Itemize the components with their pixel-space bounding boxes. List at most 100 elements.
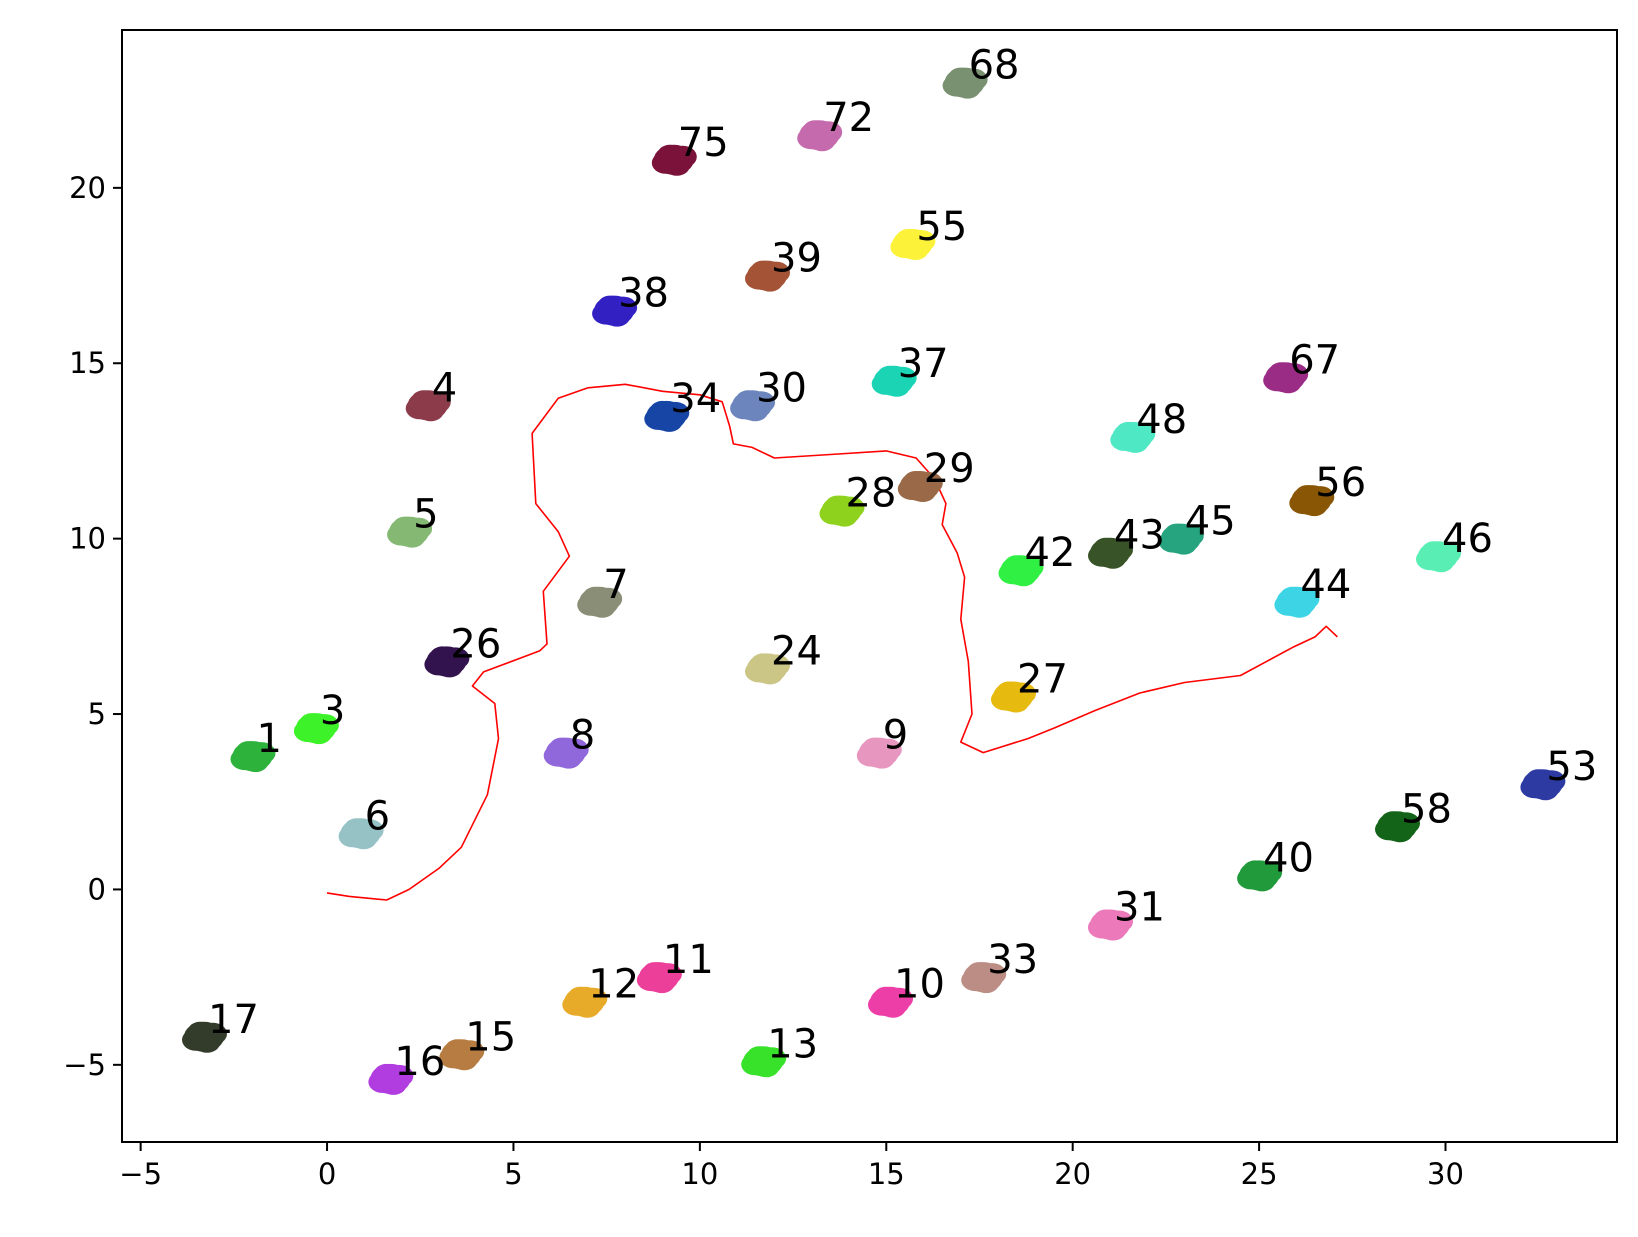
- cluster-33: [961, 962, 1007, 994]
- x-axis: −5 0 5 10 15 20 25 30: [119, 1142, 1464, 1191]
- cluster-6: [338, 818, 384, 850]
- cluster-40: [1237, 860, 1283, 892]
- cluster-label: 43: [1114, 513, 1165, 559]
- cluster-75: [651, 144, 697, 176]
- cluster-point: [1116, 421, 1141, 440]
- cluster-point: [650, 400, 675, 419]
- cluster-label: 40: [1263, 835, 1314, 881]
- cluster-point: [393, 516, 418, 535]
- cluster-point: [188, 1021, 212, 1040]
- y-axis: −5 0 5 10 15 20: [63, 171, 122, 1082]
- cluster-label: 42: [1025, 530, 1076, 576]
- cluster-point: [1381, 811, 1405, 830]
- cluster-27: [991, 681, 1036, 713]
- cluster-26: [424, 646, 470, 678]
- cluster-label: 12: [588, 962, 639, 1008]
- cluster-37: [871, 365, 917, 397]
- cluster-label: 30: [756, 365, 807, 411]
- cluster-1: [230, 741, 276, 773]
- cluster-point: [374, 1063, 399, 1082]
- cluster-point: [877, 365, 902, 384]
- x-tick-label: 20: [1054, 1157, 1091, 1191]
- cluster-point: [747, 1046, 772, 1065]
- cluster-point: [751, 260, 775, 279]
- cluster-label: 24: [771, 628, 822, 674]
- cluster-24: [745, 653, 790, 685]
- cluster-point: [642, 962, 667, 981]
- cluster-point: [1526, 769, 1551, 788]
- cluster-point: [825, 495, 850, 514]
- cluster-label: 29: [924, 446, 975, 492]
- cluster-9: [856, 737, 902, 769]
- cluster-72: [797, 120, 843, 152]
- cluster-4: [405, 390, 451, 422]
- x-tick-label: 25: [1241, 1157, 1278, 1191]
- cluster-point: [657, 144, 682, 163]
- cluster-label: 34: [670, 376, 721, 422]
- y-tick-label: 5: [88, 697, 106, 731]
- y-tick-label: 0: [88, 872, 106, 906]
- cluster-5: [387, 516, 433, 548]
- cluster-point: [862, 737, 887, 756]
- cluster-point: [874, 986, 898, 1005]
- cluster-55: [890, 229, 936, 260]
- cluster-label: 16: [394, 1039, 445, 1085]
- cluster-point: [948, 67, 973, 86]
- cluster-17: [182, 1021, 227, 1053]
- x-tick-label: 0: [318, 1157, 336, 1191]
- cluster-label: 46: [1442, 516, 1493, 562]
- cluster-point: [1280, 586, 1305, 605]
- cluster-label: 11: [663, 937, 714, 983]
- cluster-label: 48: [1136, 397, 1187, 443]
- cluster-label: 10: [894, 962, 945, 1008]
- y-tick-label: 20: [69, 171, 106, 205]
- cluster-label: 37: [898, 341, 949, 387]
- y-tick-label: 10: [69, 522, 106, 556]
- cluster-point: [1269, 362, 1294, 381]
- cluster-point: [1164, 523, 1189, 542]
- cluster-point: [1004, 555, 1029, 574]
- x-tick-label: 10: [681, 1157, 718, 1191]
- cluster-38: [592, 295, 638, 327]
- cluster-point: [568, 986, 593, 1005]
- cluster-15: [439, 1039, 485, 1071]
- cluster-label: 6: [365, 793, 390, 839]
- cluster-point: [598, 295, 623, 314]
- cluster-16: [368, 1063, 414, 1095]
- cluster-label: 7: [603, 562, 628, 608]
- cluster-68: [942, 67, 988, 99]
- cluster-point: [997, 681, 1021, 700]
- clusters-layer: [182, 67, 1566, 1095]
- cluster-point: [344, 818, 369, 837]
- x-tick-label: 15: [868, 1157, 905, 1191]
- cluster-point: [236, 741, 261, 760]
- cluster-point: [1243, 860, 1268, 879]
- cluster-label: 68: [969, 43, 1020, 89]
- x-tick-label: −5: [119, 1157, 162, 1191]
- cluster-34: [644, 400, 690, 432]
- cluster-8: [543, 737, 589, 769]
- cluster-11: [636, 962, 682, 994]
- cluster-30: [730, 390, 776, 422]
- cluster-label: 53: [1546, 744, 1597, 790]
- cluster-label: 1: [257, 716, 282, 762]
- cluster-point: [583, 586, 608, 605]
- cluster-label: 13: [767, 1021, 818, 1067]
- cluster-point: [751, 653, 775, 672]
- y-tick-label: −5: [63, 1048, 106, 1082]
- cluster-label: 4: [432, 365, 457, 411]
- cluster-label: 5: [413, 492, 438, 538]
- cluster-label: 33: [987, 937, 1038, 983]
- cluster-point: [967, 962, 992, 981]
- plot-frame: [121, 29, 1618, 1143]
- trajectory-line: [326, 383, 1338, 901]
- cluster-label: 55: [916, 204, 967, 250]
- cluster-point: [411, 390, 436, 409]
- cluster-label: 27: [1017, 657, 1068, 703]
- cluster-48: [1110, 421, 1156, 453]
- cluster-label: 26: [450, 621, 501, 667]
- cluster-53: [1520, 769, 1566, 801]
- cluster-point: [430, 646, 455, 665]
